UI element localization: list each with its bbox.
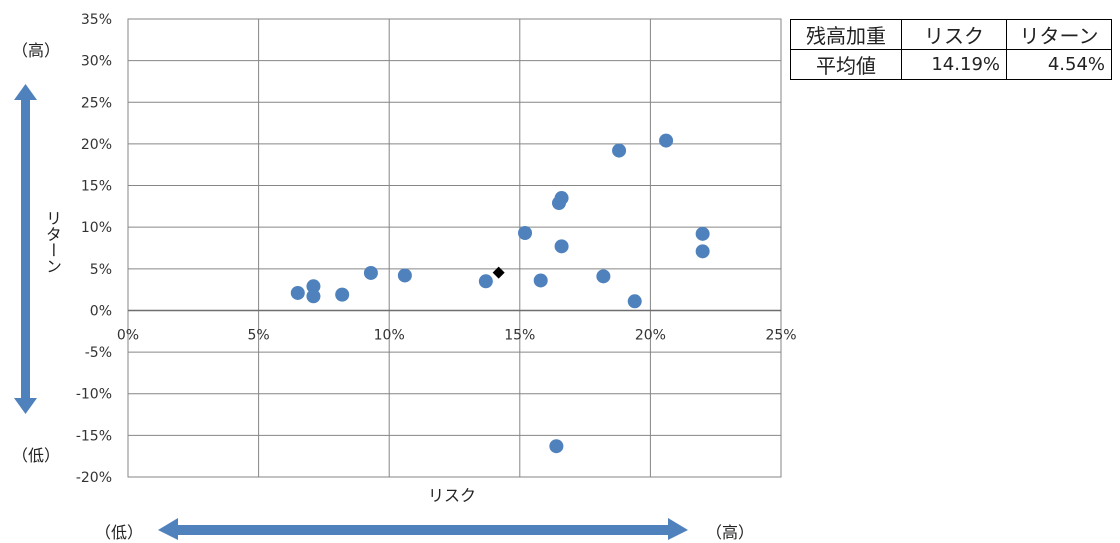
data-point — [518, 226, 533, 241]
data-point — [612, 143, 627, 158]
x-axis-label: リスク — [428, 486, 477, 505]
data-point — [306, 279, 321, 294]
y-high-label: （高） — [12, 41, 61, 60]
x-tick-label: 10% — [374, 327, 405, 343]
data-point — [335, 287, 350, 302]
y-tick-label: -20% — [76, 470, 112, 486]
y-arrow-down-head — [14, 398, 37, 414]
y-tick-label: 20% — [81, 137, 112, 153]
data-point — [478, 274, 493, 289]
return-value: 4.54% — [1006, 49, 1112, 80]
y-axis-label: リターン — [43, 210, 62, 274]
data-point — [596, 269, 611, 284]
x-arrow-right-head — [668, 518, 688, 540]
y-tick-label: 15% — [81, 179, 112, 195]
y-tick-label: 5% — [90, 262, 112, 278]
y-tick-label: 10% — [81, 220, 112, 236]
y-tick-label: -5% — [85, 345, 112, 361]
data-point — [695, 226, 710, 241]
risk-header: リスク — [901, 19, 1007, 50]
data-point — [533, 273, 548, 288]
data-point — [397, 268, 412, 283]
y-arrow-up-head — [14, 84, 37, 100]
data-point — [554, 191, 569, 206]
y-low-label: （低） — [12, 446, 61, 465]
return-header: リターン — [1006, 19, 1112, 50]
y-tick-label: 25% — [81, 95, 112, 111]
data-point — [306, 289, 321, 304]
x-low-label: （低） — [95, 523, 144, 542]
y-tick-label: 35% — [81, 12, 112, 28]
y-tick-label: 30% — [81, 54, 112, 70]
x-arrow-left-head — [158, 518, 178, 540]
y-arrow-shaft — [21, 100, 30, 398]
average-point — [492, 266, 505, 279]
x-tick-label: 0% — [117, 327, 139, 343]
summary-row2-label: 平均値 — [790, 49, 902, 80]
y-tick-label: -10% — [76, 387, 112, 403]
weighted-average-table: 残高加重 リスク リターン 平均値 14.19% 4.54% — [790, 19, 1112, 80]
y-tick-labels: 35% 30% 25% 20% 15% 10% 5% 0% -5% -10% -15% -20% — [76, 12, 112, 486]
risk-value: 14.19% — [901, 49, 1007, 80]
x-tick-label: 25% — [765, 327, 796, 343]
x-tick-label: 5% — [247, 327, 269, 343]
data-point — [554, 239, 569, 254]
x-high-label: （高） — [706, 523, 755, 542]
y-tick-label: 0% — [90, 303, 112, 319]
axis-arrows — [14, 84, 688, 540]
x-tick-label: 20% — [635, 327, 666, 343]
data-point — [627, 294, 642, 309]
x-arrow-shaft — [178, 525, 668, 535]
y-tick-label: -15% — [76, 428, 112, 444]
plot-area — [127, 18, 782, 478]
data-points — [290, 133, 710, 454]
x-tick-labels: 0% 5% 10% 15% 20% 25% — [117, 327, 797, 343]
data-point — [290, 285, 305, 300]
summary-row1-label: 残高加重 — [790, 19, 902, 50]
data-point — [549, 439, 564, 454]
data-point — [695, 244, 710, 259]
chart-grid — [127, 18, 782, 478]
data-point — [363, 265, 378, 280]
data-point — [659, 133, 674, 148]
x-tick-label: 15% — [504, 327, 535, 343]
